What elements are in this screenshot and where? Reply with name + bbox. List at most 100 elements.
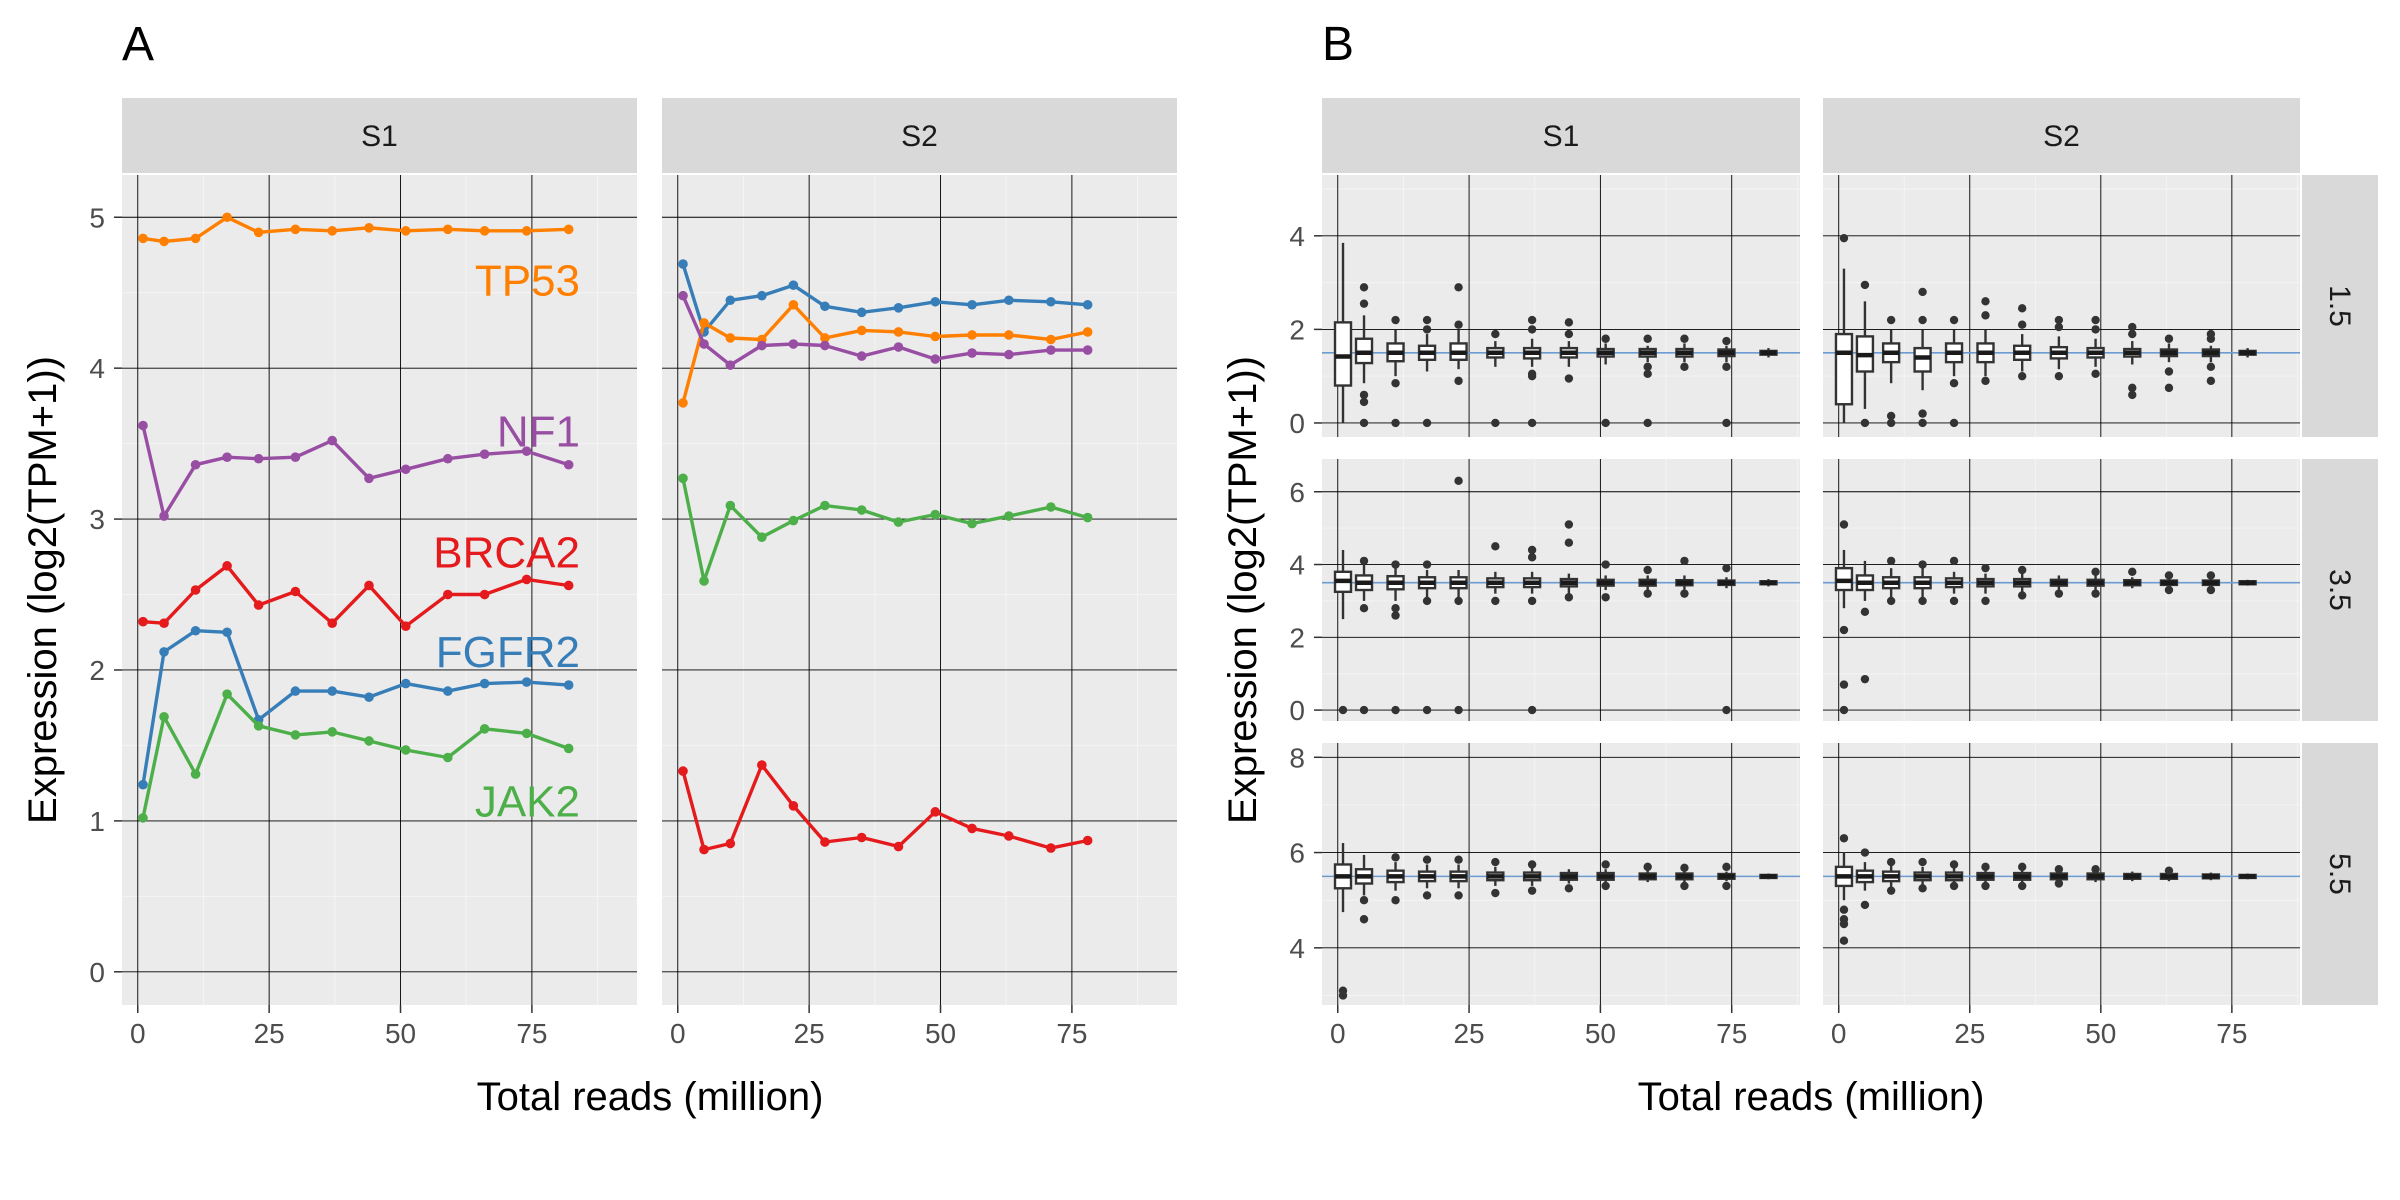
x-axis-title: Total reads (million) — [477, 1075, 824, 1119]
data-point-brca2 — [1082, 835, 1093, 846]
data-point-brca2 — [563, 580, 574, 591]
outlier-point — [1454, 596, 1463, 606]
data-point-nf1 — [138, 420, 148, 431]
data-point-jak2 — [1046, 502, 1056, 512]
row-strip-label: 3.5 — [2323, 569, 2356, 611]
data-point-brca2 — [893, 841, 904, 852]
outlier-point — [2054, 322, 2064, 332]
outlier-point — [2091, 325, 2100, 334]
y-tick-label: 6 — [1289, 477, 1305, 508]
gene-label-fgfr2: FGFR2 — [436, 628, 580, 677]
outlier-point — [1527, 369, 1537, 379]
outlier-point — [1680, 362, 1689, 372]
y-axis-title: Expression (log2(TPM+1)) — [21, 356, 65, 824]
x-tick-label: 75 — [2216, 1018, 2247, 1049]
outlier-point — [1680, 589, 1689, 598]
row-strip-label: 1.5 — [2323, 285, 2356, 327]
outlier-point — [1601, 560, 1610, 569]
data-point-brca2 — [1004, 831, 1014, 841]
plot-panel — [1823, 459, 2300, 721]
data-point-nf1 — [253, 453, 264, 464]
panel-a-facet-s1: S1 0 25 50 75 — [122, 98, 637, 1049]
outlier-point — [2091, 865, 2100, 874]
outlier-point — [1359, 556, 1369, 566]
data-point-jak2 — [699, 576, 709, 586]
y-tick-label: 3 — [89, 504, 105, 535]
data-point-tp53 — [443, 224, 453, 235]
data-point-nf1 — [443, 453, 453, 464]
y-tick-label: 4 — [89, 353, 105, 384]
data-point-nf1 — [400, 464, 411, 475]
outlier-point — [1391, 705, 1400, 715]
data-point-jak2 — [400, 745, 411, 755]
outlier-point — [2017, 881, 2027, 891]
outlier-point — [1527, 545, 1537, 555]
data-point-jak2 — [967, 518, 977, 529]
data-point-brca2 — [190, 585, 201, 595]
panel-b-facet-s1-row-2 — [1322, 459, 1800, 721]
outlier-point — [1918, 560, 1927, 569]
outlier-point — [1860, 418, 1870, 428]
box-body — [1333, 321, 1353, 387]
y-tick-label: 5 — [89, 202, 105, 233]
outlier-point — [2091, 315, 2100, 325]
data-point-jak2 — [290, 730, 301, 740]
data-point-jak2 — [1082, 512, 1093, 523]
outlier-point — [1527, 886, 1537, 895]
data-point-jak2 — [820, 500, 830, 511]
outlier-point — [1391, 378, 1400, 388]
outlier-point — [1949, 860, 1959, 869]
x-tick-label: 25 — [254, 1018, 285, 1049]
outlier-point — [1359, 390, 1369, 400]
data-point-nf1 — [563, 459, 574, 470]
row-strip — [2302, 743, 2378, 1005]
outlier-point — [2017, 565, 2027, 575]
outlier-point — [1680, 863, 1689, 873]
y-tick-label: 0 — [1289, 695, 1305, 726]
outlier-point — [1564, 593, 1574, 602]
outlier-point — [2017, 371, 2027, 381]
gene-label-jak2: JAK2 — [475, 777, 580, 826]
data-point-tp53 — [400, 226, 411, 236]
data-point-jak2 — [757, 532, 767, 542]
panel-b-facet-s2-row-2 — [1823, 459, 2300, 721]
outlier-point — [1680, 334, 1689, 343]
data-point-nf1 — [159, 511, 169, 521]
outlier-point — [2164, 585, 2174, 595]
data-point-fgfr2 — [563, 680, 574, 690]
outlier-point — [2091, 369, 2100, 379]
outlier-point — [2164, 866, 2174, 875]
plot-panel — [662, 175, 1177, 1005]
outlier-point — [1839, 936, 1849, 945]
outlier-point — [1391, 560, 1400, 569]
gene-label-brca2: BRCA2 — [433, 528, 580, 577]
outlier-point — [1722, 881, 1731, 891]
y-tick-label: 0 — [89, 957, 105, 988]
outlier-point — [1601, 593, 1610, 602]
data-point-jak2 — [678, 473, 688, 484]
data-point-fgfr2 — [820, 301, 830, 312]
outlier-point — [1527, 860, 1537, 869]
outlier-point — [1359, 603, 1369, 613]
x-axis-title: Total reads (million) — [1638, 1075, 1985, 1119]
data-point-brca2 — [699, 844, 709, 855]
outlier-point — [2206, 585, 2216, 595]
panel-b-facet-s1-row-1 — [1322, 175, 1800, 437]
outlier-point — [2128, 322, 2137, 332]
outlier-point — [1722, 336, 1731, 346]
data-point-fgfr2 — [678, 259, 688, 269]
outlier-point — [1564, 884, 1574, 893]
outlier-point — [1981, 311, 1990, 320]
panel-letter-a: A — [122, 18, 154, 71]
box-body — [1913, 346, 1932, 373]
data-point-nf1 — [678, 290, 688, 301]
y-tick-label: 4 — [1289, 221, 1305, 252]
data-point-brca2 — [327, 618, 338, 628]
outlier-point — [1918, 596, 1927, 606]
outlier-point — [1422, 418, 1432, 428]
outlier-point — [1839, 520, 1849, 529]
outlier-point — [1564, 318, 1574, 327]
outlier-point — [2054, 371, 2064, 381]
outlier-point — [1359, 915, 1369, 924]
data-point-tp53 — [930, 331, 941, 342]
